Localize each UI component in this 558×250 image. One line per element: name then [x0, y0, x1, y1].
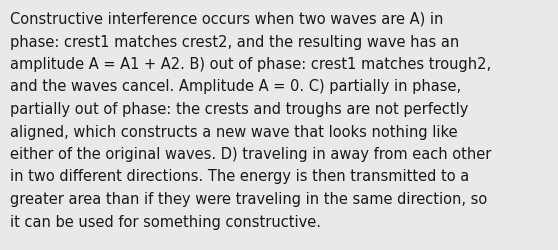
Text: aligned, which constructs a new wave that looks nothing like: aligned, which constructs a new wave tha…: [10, 124, 458, 139]
Text: it can be used for something constructive.: it can be used for something constructiv…: [10, 214, 321, 228]
Text: in two different directions. The energy is then transmitted to a: in two different directions. The energy …: [10, 169, 469, 184]
Text: Constructive interference occurs when two waves are A) in: Constructive interference occurs when tw…: [10, 12, 444, 27]
Text: amplitude A = A1 + A2. B) out of phase: crest1 matches trough2,: amplitude A = A1 + A2. B) out of phase: …: [10, 57, 491, 72]
Text: either of the original waves. D) traveling in away from each other: either of the original waves. D) traveli…: [10, 146, 492, 161]
Text: and the waves cancel. Amplitude A = 0. C) partially in phase,: and the waves cancel. Amplitude A = 0. C…: [10, 79, 461, 94]
Text: greater area than if they were traveling in the same direction, so: greater area than if they were traveling…: [10, 191, 487, 206]
Text: phase: crest1 matches crest2, and the resulting wave has an: phase: crest1 matches crest2, and the re…: [10, 34, 459, 49]
Text: partially out of phase: the crests and troughs are not perfectly: partially out of phase: the crests and t…: [10, 102, 468, 116]
